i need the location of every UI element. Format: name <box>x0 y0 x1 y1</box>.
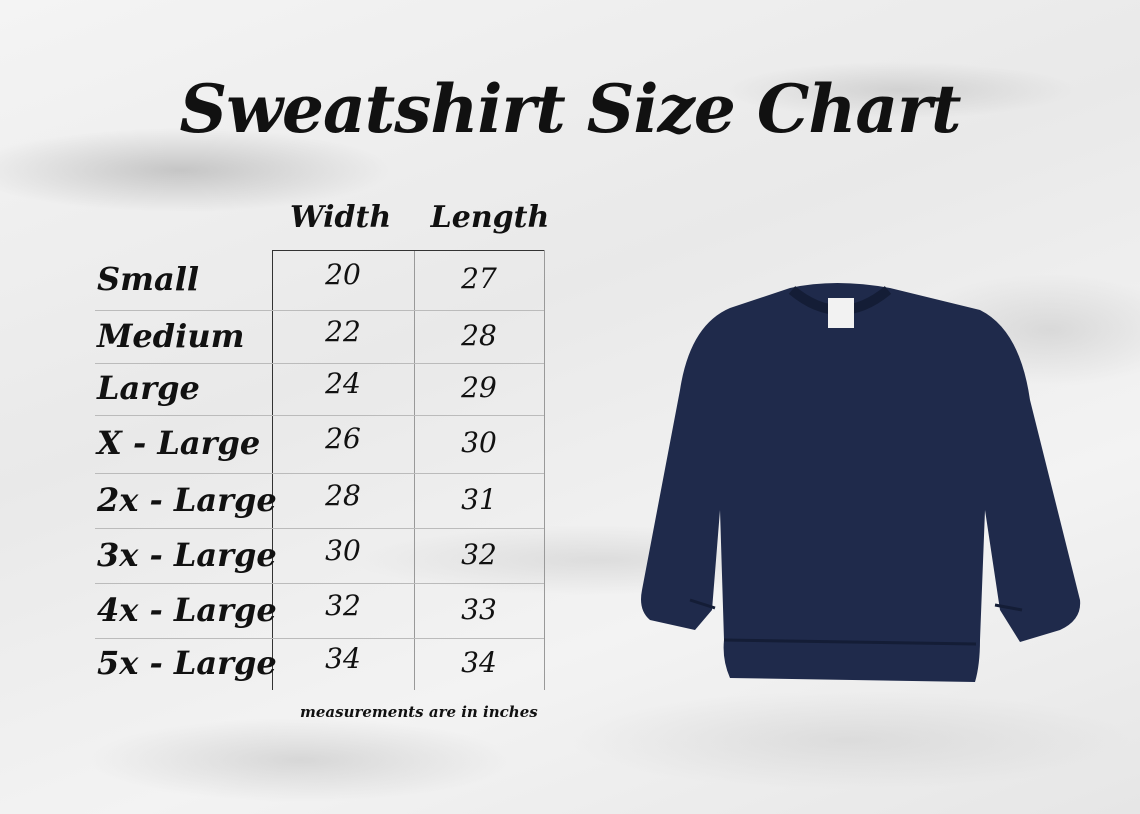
divider <box>95 415 544 416</box>
units-note: measurements are in inches <box>300 703 538 721</box>
width-value: 24 <box>325 367 361 400</box>
header-width: Width <box>290 200 392 235</box>
size-label: Medium <box>97 316 245 355</box>
divider <box>544 250 545 690</box>
header-length: Length <box>430 200 550 235</box>
divider <box>95 528 544 529</box>
width-value: 30 <box>325 533 361 567</box>
size-label: 2x - Large <box>97 480 277 519</box>
length-value: 28 <box>461 318 497 352</box>
length-value: 29 <box>461 371 497 404</box>
table-row: 4x - Large 32 33 <box>95 583 544 638</box>
size-label: X - Large <box>97 424 261 462</box>
sweatshirt-body <box>641 283 1081 682</box>
table-row: Large 24 29 <box>95 363 544 415</box>
table-row: Medium 22 28 <box>95 310 544 363</box>
size-label: Small <box>97 260 200 298</box>
width-value: 20 <box>325 258 361 291</box>
width-value: 28 <box>325 478 361 512</box>
length-value: 33 <box>461 592 497 626</box>
size-label: 4x - Large <box>97 590 277 629</box>
width-value: 22 <box>325 314 361 348</box>
length-value: 32 <box>461 537 497 571</box>
divider <box>272 250 544 251</box>
length-value: 30 <box>461 426 497 459</box>
width-value: 26 <box>325 422 361 455</box>
length-value: 34 <box>461 646 497 679</box>
width-value: 34 <box>325 642 361 675</box>
divider <box>95 310 544 311</box>
page-title: Sweatshirt Size Chart <box>179 70 962 148</box>
table-row: 2x - Large 28 31 <box>95 473 544 528</box>
size-label: 5x - Large <box>97 644 277 682</box>
divider <box>95 363 544 364</box>
sweatshirt-image <box>641 283 1081 682</box>
divider <box>95 473 544 474</box>
size-label: 3x - Large <box>97 535 277 574</box>
table-row: X - Large 26 30 <box>95 415 544 473</box>
divider <box>95 583 544 584</box>
table-row: 5x - Large 34 34 <box>95 638 544 690</box>
table-row: 3x - Large 30 32 <box>95 528 544 583</box>
divider <box>414 250 415 690</box>
table-row: Small 20 27 <box>95 250 544 310</box>
size-label: Large <box>97 369 200 407</box>
divider <box>272 250 273 690</box>
length-value: 27 <box>461 262 497 295</box>
width-value: 32 <box>325 588 361 622</box>
length-value: 31 <box>461 482 497 516</box>
divider <box>95 638 544 639</box>
